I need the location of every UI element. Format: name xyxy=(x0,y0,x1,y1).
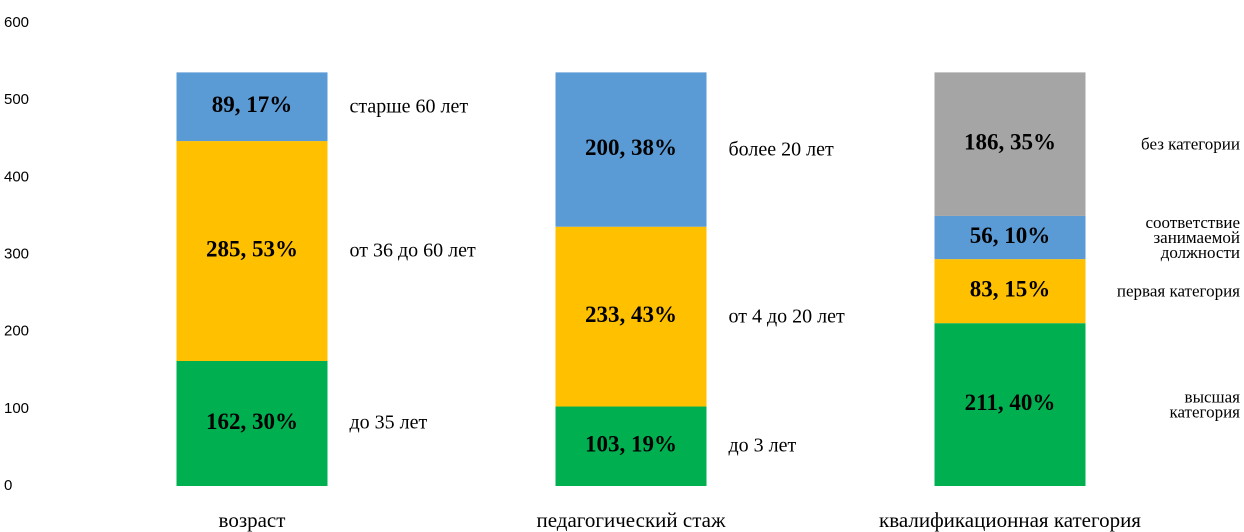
y-tick-label: 200 xyxy=(4,323,29,340)
data-label: 285, 53% xyxy=(206,236,298,261)
data-label: 162, 30% xyxy=(206,409,298,434)
y-tick-label: 400 xyxy=(4,168,29,185)
x-tick-label: педагогический стаж xyxy=(537,508,726,532)
x-tick-label: квалификационная категория xyxy=(879,508,1141,532)
y-tick-label: 500 xyxy=(4,91,29,108)
data-label: 186, 35% xyxy=(964,129,1056,154)
y-tick-label: 0 xyxy=(4,477,12,494)
segment-name: до 35 лет xyxy=(349,411,428,434)
segment-name: старше 60 лет xyxy=(349,95,469,118)
bar-segment xyxy=(555,226,707,407)
y-tick-label: 600 xyxy=(4,14,29,31)
segment-name: от 4 до 20 лет xyxy=(728,305,845,328)
bar-segment xyxy=(934,259,1086,324)
segment-name: более 20 лет xyxy=(728,138,834,161)
data-label: 89, 17% xyxy=(212,92,293,117)
segment-name: без категории xyxy=(1141,134,1240,154)
bar-segment xyxy=(555,72,707,227)
data-label: 211, 40% xyxy=(965,390,1056,415)
segment-name: от 36 до 60 лет xyxy=(349,239,476,262)
bar-segment xyxy=(555,406,707,486)
bar-segment xyxy=(176,141,328,361)
segment-name: соответствие занимаемой должности xyxy=(1145,212,1240,263)
segment-name: до 3 лет xyxy=(728,434,797,457)
bar-segment xyxy=(934,72,1086,216)
bar-segment xyxy=(934,215,1086,260)
segment-name: первая категория xyxy=(1116,281,1240,301)
segment-name: высшая категория xyxy=(1169,387,1240,422)
data-label: 233, 43% xyxy=(585,302,677,327)
bar-segment xyxy=(176,72,328,142)
data-label: 83, 15% xyxy=(970,276,1051,301)
x-tick-label: возраст xyxy=(219,508,286,532)
y-tick-label: 300 xyxy=(4,245,29,262)
bar-segment xyxy=(176,360,328,486)
bar-segment xyxy=(934,323,1086,486)
data-label: 103, 19% xyxy=(585,432,677,457)
y-tick-label: 100 xyxy=(4,400,29,417)
data-label: 200, 38% xyxy=(585,135,677,160)
data-label: 56, 10% xyxy=(970,223,1051,248)
